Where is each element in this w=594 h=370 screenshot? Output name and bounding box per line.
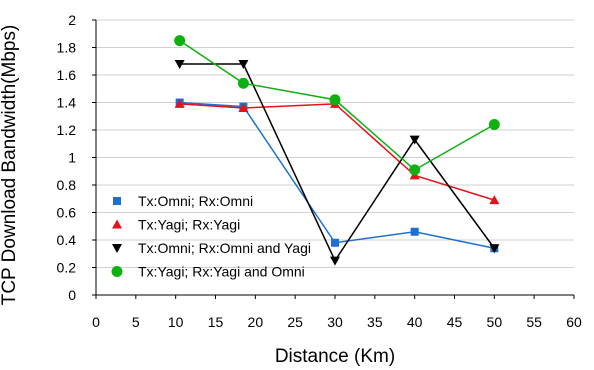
x-axis-label: Distance (Km) — [275, 346, 395, 367]
x-tick-label: 0 — [92, 314, 100, 330]
data-point — [488, 119, 500, 130]
legend-entry: Tx:Omni; Rx:Omni and Yagi — [112, 240, 311, 256]
y-tick-label: 1.8 — [57, 40, 77, 56]
x-tick-label: 15 — [208, 314, 224, 330]
y-tick-label: 1 — [68, 150, 76, 166]
legend-label: Tx:Omni; Rx:Omni and Yagi — [138, 240, 311, 256]
data-series — [174, 35, 500, 266]
data-point — [409, 135, 420, 145]
data-point — [329, 94, 341, 106]
legend-label: Tx:Yagi; Rx:Yagi — [138, 217, 240, 233]
x-tick-label: 20 — [248, 314, 264, 330]
y-tick-label: 0.4 — [57, 232, 77, 248]
y-tick-label: 0.8 — [57, 177, 77, 193]
legend-marker — [111, 266, 123, 277]
legend: Tx:Omni; Rx:Omni Tx:Yagi; Rx:Yagi Tx:Omni;… — [111, 193, 311, 280]
data-point — [330, 256, 340, 266]
legend-marker — [112, 219, 122, 229]
x-tick-label: 5 — [132, 314, 140, 330]
y-tick-label: 0 — [68, 287, 76, 303]
y-tick-labels: 0 0.2 0.4 0.6 0.8 1 1.2 1.4 1.6 1.8 2 — [57, 12, 77, 303]
data-point — [409, 164, 421, 176]
legend-label: Tx:Omni; Rx:Omni — [138, 193, 253, 209]
legend-entry: Tx:Yagi; Rx:Yagi — [112, 217, 240, 233]
x-tick-label: 60 — [566, 314, 582, 330]
x-tick-label: 10 — [168, 314, 184, 330]
x-tick-label: 45 — [447, 314, 463, 330]
legend-marker — [112, 244, 122, 253]
series-4 — [174, 35, 500, 176]
x-tick-label: 50 — [487, 314, 503, 330]
y-tick-label: 0.2 — [57, 260, 77, 276]
y-tick-label: 2 — [68, 12, 76, 28]
data-point — [410, 227, 419, 236]
data-point — [489, 195, 500, 205]
data-point — [489, 244, 500, 254]
x-tick-label: 55 — [526, 314, 542, 330]
data-point — [237, 77, 249, 89]
x-tick-label: 35 — [367, 314, 383, 330]
data-point — [174, 98, 185, 108]
x-tick-label: 30 — [327, 314, 343, 330]
data-point — [238, 103, 249, 112]
axes — [92, 19, 575, 299]
data-point — [238, 60, 249, 69]
y-tick-label: 1.2 — [57, 122, 77, 138]
legend-label: Tx:Yagi; Rx:Yagi and Omni — [138, 264, 305, 280]
y-tick-label: 0.6 — [57, 205, 77, 221]
legend-entry: Tx:Omni; Rx:Omni — [113, 193, 253, 209]
legend-marker — [113, 197, 121, 205]
series-3 — [174, 60, 500, 266]
x-tick-label: 25 — [287, 314, 303, 330]
y-tick-label: 1.6 — [57, 67, 77, 83]
y-tick-label: 1.4 — [57, 95, 77, 111]
data-point — [174, 60, 185, 69]
x-tick-label: 40 — [407, 314, 423, 330]
y-axis-label: TCP Download Bandwidth(Mbps) — [0, 25, 20, 306]
data-point — [331, 238, 339, 247]
legend-entry: Tx:Yagi; Rx:Yagi and Omni — [111, 264, 305, 280]
data-point — [174, 35, 186, 47]
x-tick-labels: 0 5 10 15 20 25 30 35 40 45 50 55 60 — [92, 314, 582, 330]
